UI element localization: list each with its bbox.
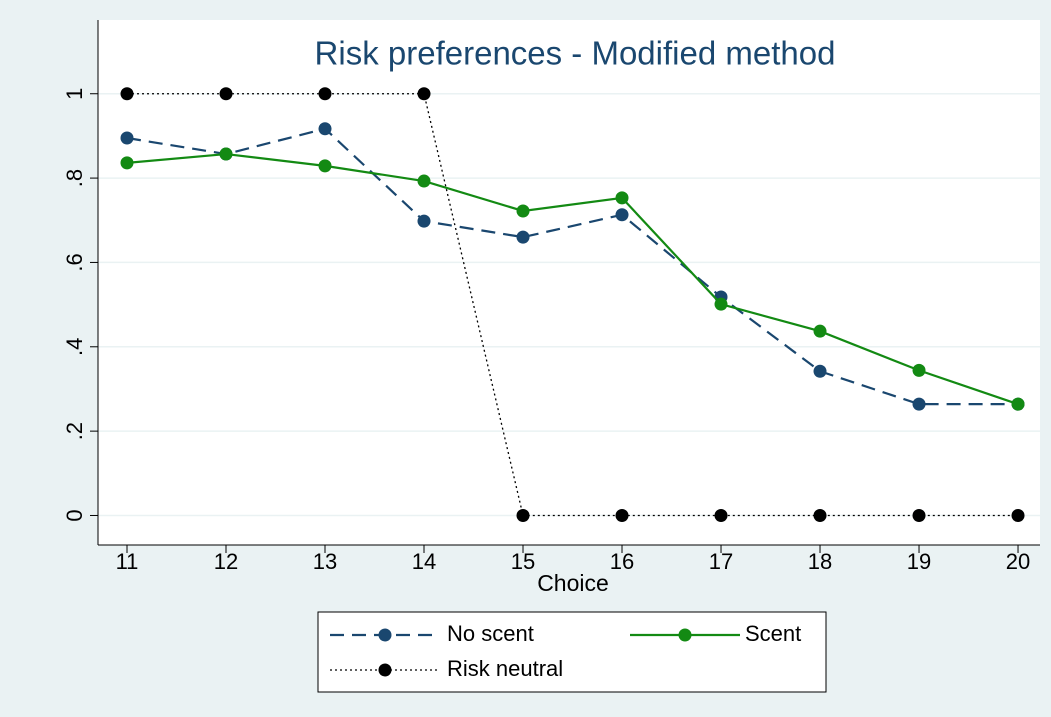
x-axis-label: Choice <box>537 570 609 596</box>
x-tick-label: 15 <box>511 549 535 574</box>
x-tick-label: 11 <box>116 549 139 574</box>
data-point <box>813 324 827 338</box>
legend-marker <box>378 663 392 677</box>
chart-title: Risk preferences - Modified method <box>315 35 836 72</box>
data-point <box>1011 397 1025 411</box>
data-point <box>417 174 431 188</box>
data-point <box>318 159 332 173</box>
data-point <box>516 204 530 218</box>
plot-background <box>98 20 1040 545</box>
data-point <box>120 87 134 101</box>
x-tick-label: 14 <box>412 549 436 574</box>
legend-label: Scent <box>745 621 801 646</box>
series-line <box>126 152 1019 406</box>
legend-box <box>317 611 827 693</box>
data-point <box>615 508 629 522</box>
data-point <box>714 508 728 522</box>
series-line <box>127 93 1019 517</box>
data-point <box>219 87 233 101</box>
data-point <box>615 191 629 205</box>
data-point <box>120 131 134 145</box>
y-tick-label: 1 <box>62 88 87 100</box>
legend-label: No scent <box>447 621 534 646</box>
data-point <box>219 147 233 161</box>
data-point <box>912 363 926 377</box>
data-point <box>615 208 629 222</box>
data-point <box>516 230 530 244</box>
data-point <box>318 87 332 101</box>
y-tick-label: .8 <box>62 169 87 187</box>
legend-marker <box>678 628 692 642</box>
x-tick-label: 18 <box>808 549 832 574</box>
x-tick-label: 13 <box>313 549 337 574</box>
x-tick-label: 16 <box>610 549 634 574</box>
x-tick-label: 20 <box>1006 549 1030 574</box>
legend-marker <box>378 628 392 642</box>
y-tick-label: 0 <box>62 509 87 521</box>
data-point <box>813 364 827 378</box>
legend-label: Risk neutral <box>447 656 563 681</box>
x-tick-label: 19 <box>907 549 931 574</box>
series-line <box>126 127 1019 406</box>
y-tick-label: .6 <box>62 253 87 271</box>
data-point <box>417 87 431 101</box>
x-tick-label: 12 <box>214 549 238 574</box>
data-point <box>318 122 332 136</box>
data-point <box>813 508 827 522</box>
data-point <box>714 297 728 311</box>
data-point <box>120 156 134 170</box>
data-point <box>516 508 530 522</box>
y-tick-label: .4 <box>62 338 87 356</box>
data-point <box>417 214 431 228</box>
data-point <box>912 397 926 411</box>
x-tick-label: 17 <box>709 549 733 574</box>
data-point <box>1011 508 1025 522</box>
y-tick-label: .2 <box>62 422 87 440</box>
data-point <box>912 508 926 522</box>
